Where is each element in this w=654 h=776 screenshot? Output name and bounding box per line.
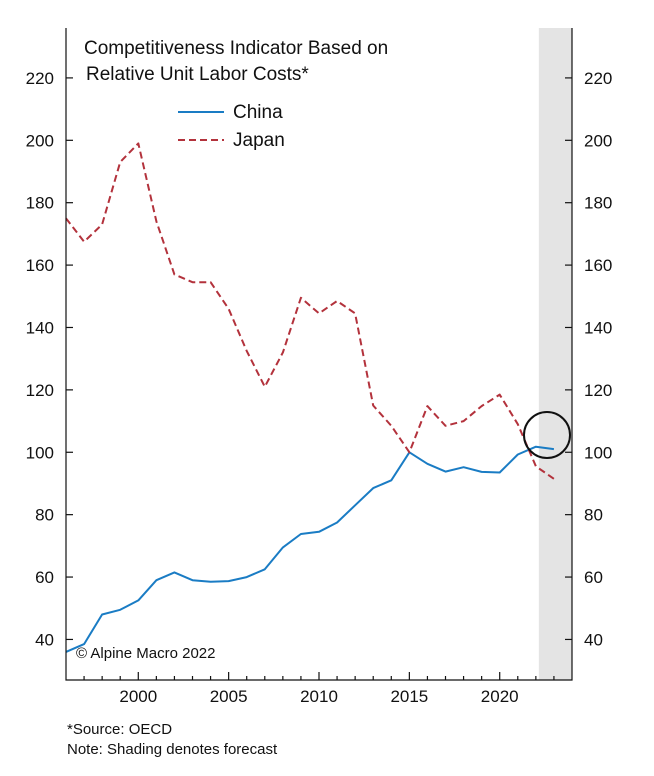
y-tick-label-left: 120 xyxy=(26,381,54,400)
x-tick-label: 2020 xyxy=(481,687,519,706)
source-note: *Source: OECD xyxy=(67,721,173,738)
copyright-text: © Alpine Macro 2022 xyxy=(76,645,215,662)
y-tick-label-right: 80 xyxy=(584,506,603,525)
y-tick-label-right: 100 xyxy=(584,443,612,462)
x-tick-label: 2000 xyxy=(119,687,157,706)
chart-title: Competitiveness Indicator Based on xyxy=(84,38,388,59)
y-tick-label-right: 200 xyxy=(584,131,612,150)
y-tick-label-left: 100 xyxy=(26,443,54,462)
x-tick-label: 2015 xyxy=(390,687,428,706)
x-tick-label: 2010 xyxy=(300,687,338,706)
y-tick-label-right: 180 xyxy=(584,194,612,213)
y-tick-label-left: 180 xyxy=(26,194,54,213)
y-tick-label-left: 60 xyxy=(35,568,54,587)
footnotes: *Source: OECD Note: Shading denotes fore… xyxy=(67,720,277,760)
forecast-shading xyxy=(538,28,572,680)
y-tick-label-right: 140 xyxy=(584,318,612,337)
y-tick-label-left: 200 xyxy=(26,131,54,150)
shading-note: Note: Shading denotes forecast xyxy=(67,741,278,758)
y-tick-label-left: 160 xyxy=(26,256,54,275)
y-tick-label-left: 220 xyxy=(26,69,54,88)
highlight-circle xyxy=(523,411,571,459)
y-tick-label-right: 120 xyxy=(584,381,612,400)
y-tick-label-right: 60 xyxy=(584,568,603,587)
legend-label-japan: Japan xyxy=(233,130,285,151)
y-tick-label-left: 80 xyxy=(35,506,54,525)
y-tick-label-left: 140 xyxy=(26,318,54,337)
y-tick-label-right: 40 xyxy=(584,630,603,649)
series-line-japan xyxy=(65,142,555,480)
x-tick-label: 2005 xyxy=(210,687,248,706)
y-tick-label-right: 160 xyxy=(584,256,612,275)
legend-label-china: China xyxy=(233,102,283,123)
plot-frame xyxy=(65,28,573,681)
series-line-china xyxy=(65,445,555,653)
chart-svg: 40 60 80 100 120 140 160 180 200 220 40 60 80 100 120… xyxy=(26,28,612,706)
y-tick-label-right: 220 xyxy=(584,69,612,88)
y-tick-label-left: 40 xyxy=(35,630,54,649)
chart-subtitle: Relative Unit Labor Costs* xyxy=(86,64,309,85)
